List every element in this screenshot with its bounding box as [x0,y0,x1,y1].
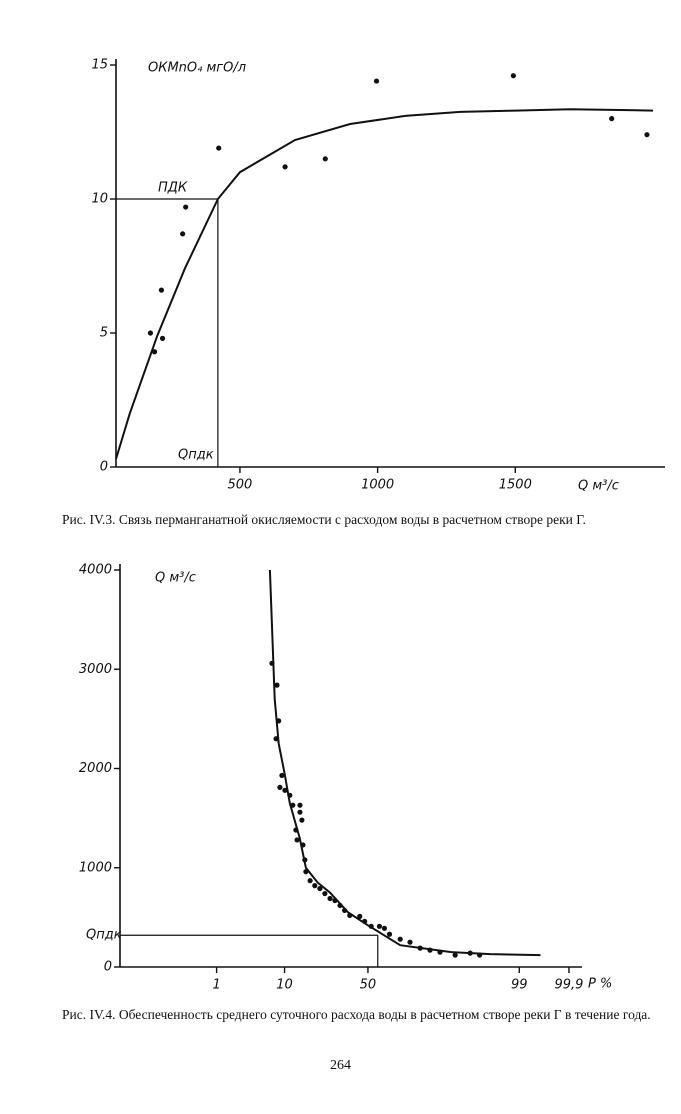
annotation: ПДК [158,181,188,196]
point [644,132,650,138]
point [279,772,285,779]
point [322,890,328,897]
x-tick-label: 1000 [361,478,394,493]
x-tick-label: 99 [511,978,528,993]
point [327,895,333,902]
y-tick-label: 2000 [79,761,112,776]
y-tick-label: 0 [104,960,112,975]
caption: Рис. IV.3. Связь перманганатной окисляем… [62,512,586,527]
x-tick-label: 1 [212,978,220,993]
point [317,885,323,892]
curve [268,569,541,957]
point [282,787,288,793]
point [297,809,303,815]
point [307,878,313,884]
point [294,837,300,843]
x-axis-label: P % [588,977,612,992]
point [322,156,328,162]
point [147,330,154,336]
page-number: 264 [330,1058,351,1073]
curve [115,108,654,460]
point [407,939,413,945]
y-tick-label: 15 [91,58,108,73]
y-tick-label: 5 [100,326,108,341]
point [373,78,380,84]
point [397,936,403,942]
annotation: Qпдк [86,928,122,943]
point [159,335,166,341]
point [386,931,393,937]
point [381,925,388,931]
point [158,287,165,293]
point [282,164,288,170]
point [297,802,303,808]
point [274,682,280,688]
y-tick-label: 3000 [79,662,112,677]
x-tick-label: 10 [276,978,293,993]
point [312,883,318,889]
y-axis-label: OКMnO₄ мгО/л [148,61,246,76]
point [609,116,615,122]
point [299,817,305,823]
point [180,231,186,237]
y-tick-label: 0 [100,460,108,475]
point [277,784,283,790]
caption: Рис. IV.4. Обеспеченность среднего суточ… [62,1007,651,1022]
point [376,923,383,929]
x-tick-label: 500 [228,478,253,493]
y-axis-label: Q м³/с [155,571,196,586]
x-tick-label: 99,9 [554,978,583,993]
point [452,952,458,958]
x-tick-label: 50 [360,978,377,993]
y-tick-label: 4000 [79,563,112,578]
point [510,73,516,79]
x-axis-label: Q м³/с [578,479,619,494]
x-tick-label: 1500 [499,478,532,493]
annotation: Qпдк [178,448,214,463]
y-tick-label: 1000 [79,860,112,875]
point [183,204,189,210]
point [151,349,158,355]
point [216,145,222,151]
y-tick-label: 10 [91,192,108,207]
point [357,913,363,919]
